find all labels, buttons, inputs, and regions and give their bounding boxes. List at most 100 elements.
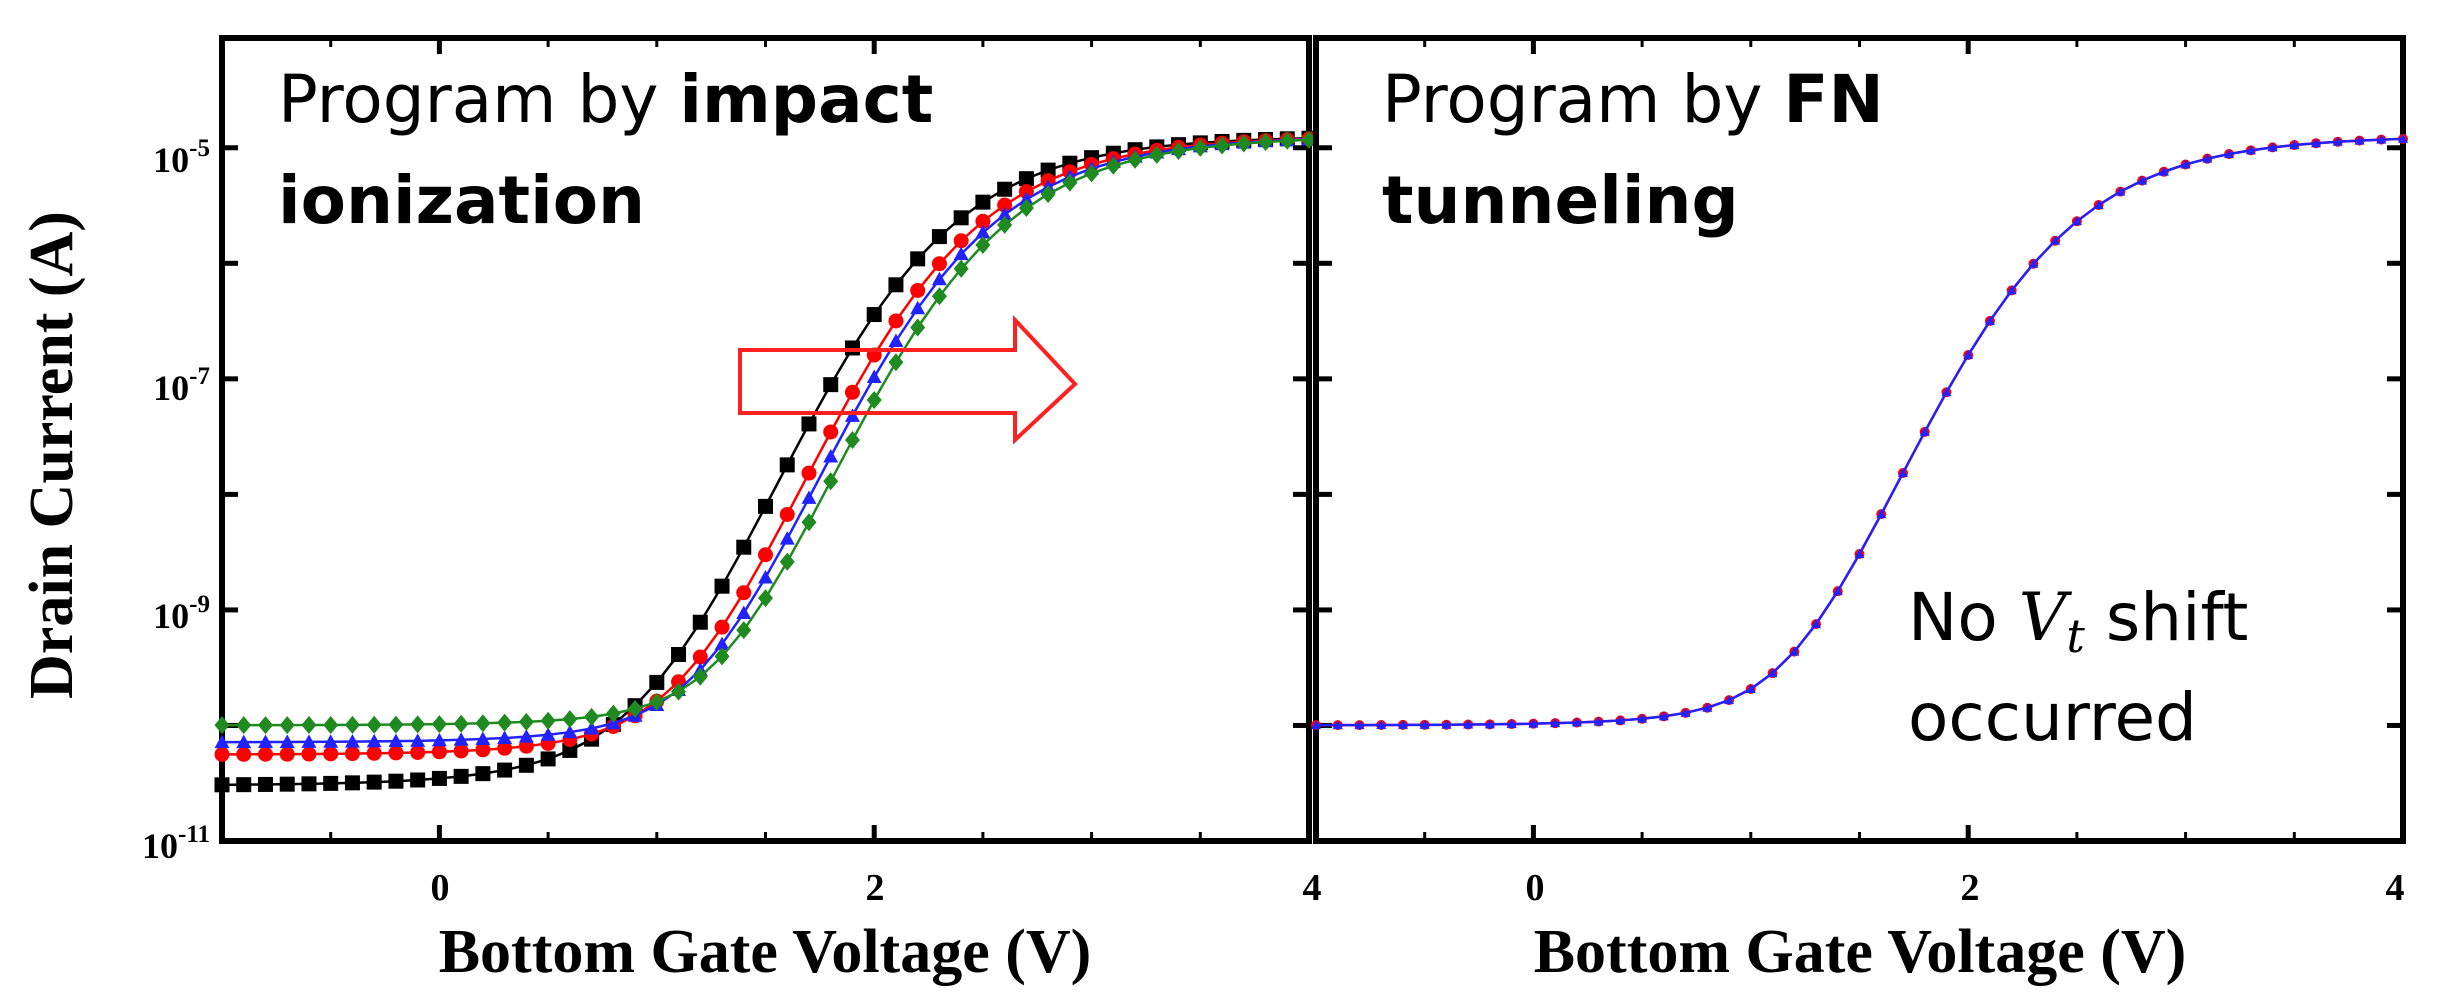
right-point-triangle <box>2093 200 2104 210</box>
right-point-triangle <box>1376 720 1387 730</box>
left-point-circle <box>475 742 491 758</box>
right-point-triangle <box>2115 186 2126 196</box>
right-point-triangle <box>1571 717 1582 727</box>
left-point-circle <box>388 745 404 761</box>
right-point-triangle <box>2398 133 2408 143</box>
left-point-square <box>714 578 730 594</box>
left-tick-labels: 10-11 10-9 10-7 10-5 0 2 4 <box>142 135 1321 909</box>
left-title-bold-1: impact <box>679 61 933 138</box>
right-x-axis-title: Bottom Gate Voltage (V) <box>1534 918 2187 986</box>
left-point-triangle <box>910 300 926 315</box>
left-point-diamond <box>975 236 991 255</box>
left-point-diamond <box>301 716 317 735</box>
right-point-triangle <box>1702 702 1713 712</box>
left-point-circle <box>692 649 708 665</box>
right-point-triangle <box>1441 719 1452 729</box>
left-point-circle <box>236 746 252 762</box>
left-point-diamond <box>888 353 904 372</box>
right-point-triangle <box>2158 166 2169 176</box>
left-point-diamond <box>257 716 273 735</box>
left-point-square <box>1018 171 1034 187</box>
left-point-diamond <box>931 287 947 306</box>
left-point-circle <box>497 740 513 756</box>
right-tick-labels: 0 4 2 <box>1526 867 2405 909</box>
left-x-tick-2: 2 <box>866 867 885 909</box>
left-point-square <box>540 751 556 767</box>
left-point-diamond <box>236 716 252 735</box>
left-point-square <box>236 777 252 793</box>
right-point-triangle <box>1984 315 1995 325</box>
left-point-triangle <box>888 333 904 347</box>
left-point-diamond <box>649 692 665 711</box>
left-point-square <box>801 416 817 432</box>
right-point-triangle <box>1637 713 1648 723</box>
left-point-circle <box>953 233 969 249</box>
left-point-diamond <box>779 552 795 571</box>
left-point-triangle <box>257 734 273 749</box>
left-point-diamond <box>388 715 404 734</box>
right-point-triangle <box>1767 668 1778 678</box>
left-point-diamond <box>627 699 643 718</box>
left-axis-ticks <box>220 38 1312 844</box>
right-point-triangle <box>1419 719 1430 729</box>
left-point-triangle <box>279 734 295 748</box>
left-point-square <box>562 742 578 758</box>
right-point-triangle <box>2071 216 2082 226</box>
right-note-line1: No Vt shift <box>1908 579 2248 663</box>
right-point-triangle <box>2267 142 2278 152</box>
left-point-square <box>997 181 1013 197</box>
left-point-triangle <box>714 636 730 651</box>
right-title-bold-1: FN <box>1783 61 1883 138</box>
right-point-triangle <box>1354 720 1365 730</box>
left-point-triangle <box>540 727 556 741</box>
left-title-normal: Program by <box>278 61 679 138</box>
left-point-square <box>497 762 513 778</box>
right-point-triangle <box>1963 350 1974 360</box>
left-point-square <box>975 194 991 210</box>
left-point-diamond <box>1192 138 1208 157</box>
left-point-diamond <box>453 714 469 733</box>
left-point-triangle <box>344 734 360 748</box>
left-point-diamond <box>1258 132 1274 151</box>
vt-shift-arrow <box>738 314 1078 445</box>
right-title-normal: Program by <box>1382 61 1783 138</box>
left-point-square <box>257 776 273 792</box>
left-point-triangle <box>431 732 447 747</box>
left-point-circle <box>975 213 991 229</box>
left-point-diamond <box>758 589 773 608</box>
left-point-diamond <box>910 318 926 337</box>
left-point-square <box>279 776 295 792</box>
left-point-triangle <box>801 490 817 504</box>
left-point-circle <box>214 746 230 762</box>
left-point-diamond <box>540 711 556 730</box>
left-point-diamond <box>562 710 578 729</box>
right-point-triangle <box>1919 426 1930 436</box>
right-point-triangle <box>1811 619 1822 629</box>
left-point-square <box>910 251 926 267</box>
left-point-diamond <box>1214 136 1230 155</box>
right-point-triangle <box>1332 720 1343 730</box>
left-point-diamond <box>518 712 534 731</box>
right-point-triangle <box>1311 720 1321 730</box>
left-point-square <box>888 277 904 293</box>
left-point-diamond <box>692 667 708 686</box>
left-y-tick-1e-5: 10-5 <box>153 135 210 180</box>
right-point-triangle <box>1941 387 1952 397</box>
left-point-circle <box>714 619 730 635</box>
left-point-triangle <box>518 729 534 743</box>
left-point-diamond <box>431 715 447 734</box>
left-point-diamond <box>1301 130 1317 149</box>
left-point-circle <box>801 465 817 481</box>
left-point-diamond <box>714 647 730 666</box>
left-point-square <box>518 757 534 773</box>
left-point-circle <box>410 744 426 760</box>
left-point-triangle <box>410 733 426 747</box>
right-point-triangle <box>1854 549 1865 559</box>
left-point-square <box>410 772 426 788</box>
left-point-circle <box>366 745 382 761</box>
right-point-triangle <box>1876 509 1887 519</box>
left-title-line1: Program by impact <box>278 61 933 138</box>
left-point-triangle <box>475 731 491 746</box>
left-point-square <box>475 766 491 782</box>
